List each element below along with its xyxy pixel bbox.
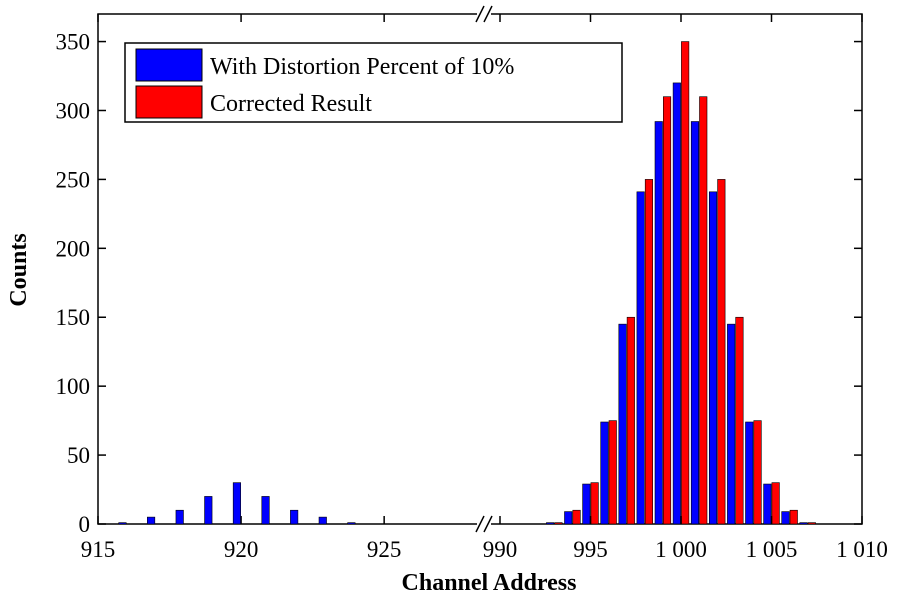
bar-distortion	[147, 516, 156, 525]
y-tick-label: 250	[56, 167, 91, 192]
bar-corrected	[807, 522, 816, 525]
bar-distortion	[672, 82, 681, 525]
bar-corrected	[644, 179, 654, 525]
bar-corrected	[753, 420, 762, 525]
bar-distortion	[564, 511, 573, 525]
bar-distortion	[118, 522, 127, 525]
bar-distortion	[745, 421, 754, 525]
x-tick-label: 995	[573, 537, 608, 562]
bar-corrected	[789, 509, 798, 525]
x-tick-label: 1 000	[655, 537, 707, 562]
bar-distortion	[618, 323, 627, 525]
bar-distortion	[261, 496, 270, 525]
bar-distortion	[232, 482, 241, 525]
bar-corrected	[771, 482, 780, 525]
bar-corrected	[735, 316, 744, 525]
y-axis-title: Counts	[6, 233, 32, 306]
bar-corrected	[572, 509, 581, 525]
legend-label-corrected: Corrected Result	[210, 91, 372, 117]
legend-label-distortion: With Distortion Percent of 10%	[210, 54, 514, 80]
y-tick-label: 50	[67, 443, 90, 468]
axis-break-mark	[483, 5, 493, 23]
bar-distortion	[290, 509, 299, 525]
x-tick-label: 1 005	[746, 537, 798, 562]
y-tick-label: 0	[79, 512, 91, 537]
bar-distortion	[175, 509, 184, 525]
y-tick-label: 350	[56, 30, 91, 55]
x-tick-label: 990	[483, 537, 518, 562]
bar-corrected	[554, 522, 563, 525]
bars-layer	[118, 41, 816, 525]
axis-break-mark	[483, 515, 493, 533]
bar-distortion	[546, 522, 555, 525]
axis-break-mark	[475, 5, 485, 23]
bar-distortion	[799, 522, 808, 525]
bar-distortion	[690, 121, 700, 525]
bar-corrected	[681, 41, 690, 525]
bar-distortion	[600, 421, 609, 525]
bar-distortion	[763, 483, 772, 525]
bar-distortion	[582, 483, 591, 525]
bar-distortion	[708, 191, 718, 525]
y-tick-label: 300	[56, 98, 91, 123]
bar-distortion	[204, 496, 213, 525]
bar-distortion	[727, 323, 736, 525]
y-tick-label: 100	[56, 374, 91, 399]
legend: With Distortion Percent of 10% Corrected…	[124, 42, 623, 123]
axis-break-mark	[475, 515, 485, 533]
bar-distortion	[318, 516, 327, 525]
bar-corrected	[626, 316, 635, 525]
axes-layer: 0 50 100 150 200 250 300 350 915 920 925 990 995 1 00…	[56, 5, 888, 562]
bar-distortion	[781, 511, 790, 525]
x-tick-label: 925	[367, 537, 402, 562]
bar-corrected	[662, 96, 672, 525]
bar-corrected	[608, 420, 617, 525]
bar-corrected	[699, 96, 708, 525]
axis-break-gap	[477, 10, 491, 18]
legend-swatch-distortion	[135, 48, 203, 82]
x-tick-label: 915	[81, 537, 116, 562]
y-tick-label: 150	[56, 305, 91, 330]
legend-box	[124, 42, 623, 123]
axis-break-gap	[477, 520, 491, 528]
y-tick-label: 200	[56, 236, 91, 261]
bar-distortion	[347, 522, 356, 525]
legend-swatch-corrected	[135, 85, 203, 119]
x-tick-label: 1 010	[836, 537, 888, 562]
bar-corrected	[590, 482, 599, 525]
bar-distortion	[654, 121, 663, 525]
bar-distortion	[636, 191, 645, 525]
bar-corrected	[717, 179, 726, 525]
x-tick-label: 920	[224, 537, 259, 562]
x-axis-title: Channel Address	[402, 570, 577, 596]
